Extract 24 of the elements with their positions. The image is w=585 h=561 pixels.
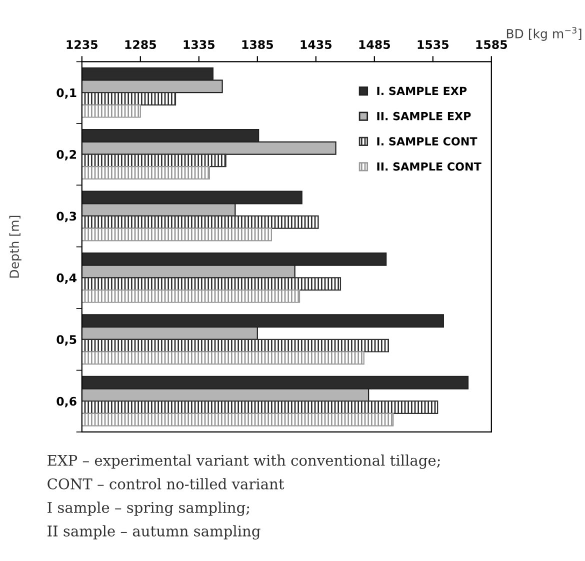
x-tick-label: 1235 xyxy=(66,40,98,50)
y-tick-label: 0,1 xyxy=(56,88,76,99)
y-tick-label: 0,6 xyxy=(56,396,76,408)
y-axis-title: Depth [m] xyxy=(9,216,22,278)
text: II sample – autumn sampling xyxy=(48,525,260,540)
y-tick-label: 0,3 xyxy=(56,212,76,222)
x-tick-label: 1485 xyxy=(359,40,390,50)
x-tick-label: 1435 xyxy=(300,40,332,50)
legend-label: I. SAMPLE CONT xyxy=(377,137,478,146)
text: CONT – control no-tilled variant xyxy=(48,478,284,490)
x-tick-label: 1385 xyxy=(242,40,274,50)
x-tick-label: 1335 xyxy=(184,40,215,50)
text: I sample – spring sampling; xyxy=(48,502,250,516)
y-tick-label: 0,4 xyxy=(56,273,76,284)
x-axis-title: BD [kg m$^{−3}$] xyxy=(506,26,582,41)
x-tick-label: 1535 xyxy=(418,40,449,50)
legend-label: II. SAMPLE EXP xyxy=(377,112,471,120)
x-tick-label: 1585 xyxy=(476,40,508,50)
legend-label: II. SAMPLE CONT xyxy=(377,162,482,171)
y-tick-label: 0,5 xyxy=(56,335,76,346)
legend-label: I. SAMPLE EXP xyxy=(377,86,467,96)
x-tick-label: 1285 xyxy=(125,40,156,50)
y-tick-label: 0,2 xyxy=(56,150,76,160)
text: EXP – experimental variant with conventional tillage; xyxy=(48,454,440,469)
